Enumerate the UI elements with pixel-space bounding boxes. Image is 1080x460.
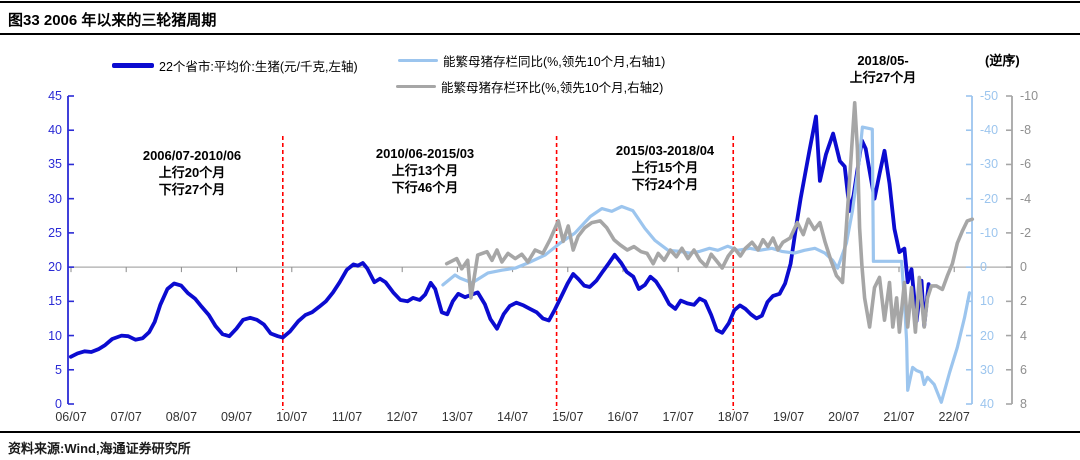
cycle4-annotation: 2018/05- 上行27个月 xyxy=(803,52,963,86)
legend-label-price: 22个省市:平均价:生猪(元/千克,左轴) xyxy=(159,60,358,74)
price-line-swatch xyxy=(112,63,154,68)
top-border-rule xyxy=(0,1,1080,3)
right2-tick-label-4: 4 xyxy=(1020,328,1027,343)
legend-item-price: 22个省市:平均价:生猪(元/千克,左轴) xyxy=(112,56,358,75)
right1-tick-label--40: -40 xyxy=(980,123,999,138)
left-tick-label-15: 15 xyxy=(48,294,62,309)
series-line-price xyxy=(68,114,931,359)
figure-title: 图33 2006 年以来的三轮猪周期 xyxy=(8,12,217,29)
x-tick-label-14/07: 14/07 xyxy=(496,410,529,424)
right2-tick-label--6: -6 xyxy=(1020,157,1032,172)
source-note: 资料来源:Wind,海通证券研究所 xyxy=(8,441,191,456)
cycle3-dates: 2015/03-2018/04 xyxy=(615,143,715,158)
x-tick-label-13/07: 13/07 xyxy=(441,410,474,424)
x-tick-label-08/07: 08/07 xyxy=(165,410,198,424)
right1-tick-label--30: -30 xyxy=(980,157,999,172)
right1-tick-label-10: 10 xyxy=(980,294,994,309)
legend-label-mom: 能繁母猪存栏环比(%,领先10个月,右轴2) xyxy=(441,81,664,95)
left-tick-label-0: 0 xyxy=(55,397,62,411)
cycle3-up: 上行15个月 xyxy=(631,160,699,175)
legend-label-yoy: 能繁母猪存栏同比(%,领先10个月,右轴1) xyxy=(443,55,666,69)
cycle2-annotation: 2010/06-2015/03 上行13个月 下行46个月 xyxy=(335,145,515,196)
series-line-mom xyxy=(444,101,975,334)
right1-tick-label--50: -50 xyxy=(980,89,999,103)
right1-tick-label-30: 30 xyxy=(980,362,994,377)
right2-tick-label-8: 8 xyxy=(1020,397,1027,411)
cycle1-down: 下行27个月 xyxy=(158,182,226,197)
x-tick-label-10/07: 10/07 xyxy=(276,410,308,424)
mom-line-swatch xyxy=(396,84,436,89)
cycle2-dates: 2010/06-2015/03 xyxy=(375,146,475,161)
legend-item-yoy: 能繁母猪存栏同比(%,领先10个月,右轴1) xyxy=(398,51,665,70)
cycle2-up: 上行13个月 xyxy=(391,163,459,178)
cycle4-up: 上行27个月 xyxy=(849,70,917,85)
x-tick-label-15/07: 15/07 xyxy=(552,410,584,424)
right1-tick-label-20: 20 xyxy=(980,328,994,343)
x-tick-label-17/07: 17/07 xyxy=(662,410,694,424)
cycle2-down: 下行46个月 xyxy=(391,180,459,195)
cycle1-dates: 2006/07-2010/06 xyxy=(142,148,242,163)
title-divider-rule xyxy=(0,33,1080,35)
cycle1-annotation: 2006/07-2010/06 上行20个月 下行27个月 xyxy=(102,147,282,198)
cycle4-dates: 2018/05- xyxy=(857,53,909,68)
right2-tick-label--10: -10 xyxy=(1020,89,1039,103)
x-tick-label-21/07: 21/07 xyxy=(883,410,915,424)
cycle3-down: 下行24个月 xyxy=(631,177,699,192)
x-tick-label-16/07: 16/07 xyxy=(607,410,639,424)
right2-tick-label-6: 6 xyxy=(1020,362,1027,377)
x-tick-label-19/07: 19/07 xyxy=(772,410,805,424)
right1-tick-label--10: -10 xyxy=(980,225,999,240)
x-tick-label-09/07: 09/07 xyxy=(220,410,253,424)
left-tick-label-30: 30 xyxy=(48,191,62,206)
right1-tick-label-0: 0 xyxy=(980,260,987,275)
reversed-axis-note: (逆序) xyxy=(985,53,1020,68)
left-tick-label-25: 25 xyxy=(48,225,62,240)
x-tick-label-12/07: 12/07 xyxy=(386,410,418,424)
cycle1-up: 上行20个月 xyxy=(158,165,226,180)
left-tick-label-5: 5 xyxy=(55,362,62,377)
left-tick-label-20: 20 xyxy=(48,260,62,275)
right2-tick-label-0: 0 xyxy=(1020,260,1027,275)
right2-tick-label-2: 2 xyxy=(1020,294,1027,309)
right2-tick-label--4: -4 xyxy=(1020,191,1032,206)
left-tick-label-10: 10 xyxy=(48,328,62,343)
footer-divider-rule xyxy=(0,431,1080,433)
right1-tick-label--20: -20 xyxy=(980,191,999,206)
legend-item-mom: 能繁母猪存栏环比(%,领先10个月,右轴2) xyxy=(396,77,663,96)
x-tick-label-22/07: 22/07 xyxy=(938,410,970,424)
x-tick-label-06/07: 06/07 xyxy=(55,410,87,424)
left-tick-label-35: 35 xyxy=(48,157,62,172)
x-tick-label-07/07: 07/07 xyxy=(110,410,142,424)
right2-tick-label--8: -8 xyxy=(1020,123,1032,138)
right2-tick-label--2: -2 xyxy=(1020,225,1032,240)
left-tick-label-45: 45 xyxy=(48,89,62,103)
yoy-line-swatch xyxy=(398,58,438,63)
x-tick-label-11/07: 11/07 xyxy=(331,410,363,424)
right1-tick-label-40: 40 xyxy=(980,397,994,411)
left-tick-label-40: 40 xyxy=(48,123,62,138)
x-tick-label-20/07: 20/07 xyxy=(828,410,860,424)
cycle3-annotation: 2015/03-2018/04 上行15个月 下行24个月 xyxy=(575,142,755,193)
x-tick-label-18/07: 18/07 xyxy=(717,410,750,424)
